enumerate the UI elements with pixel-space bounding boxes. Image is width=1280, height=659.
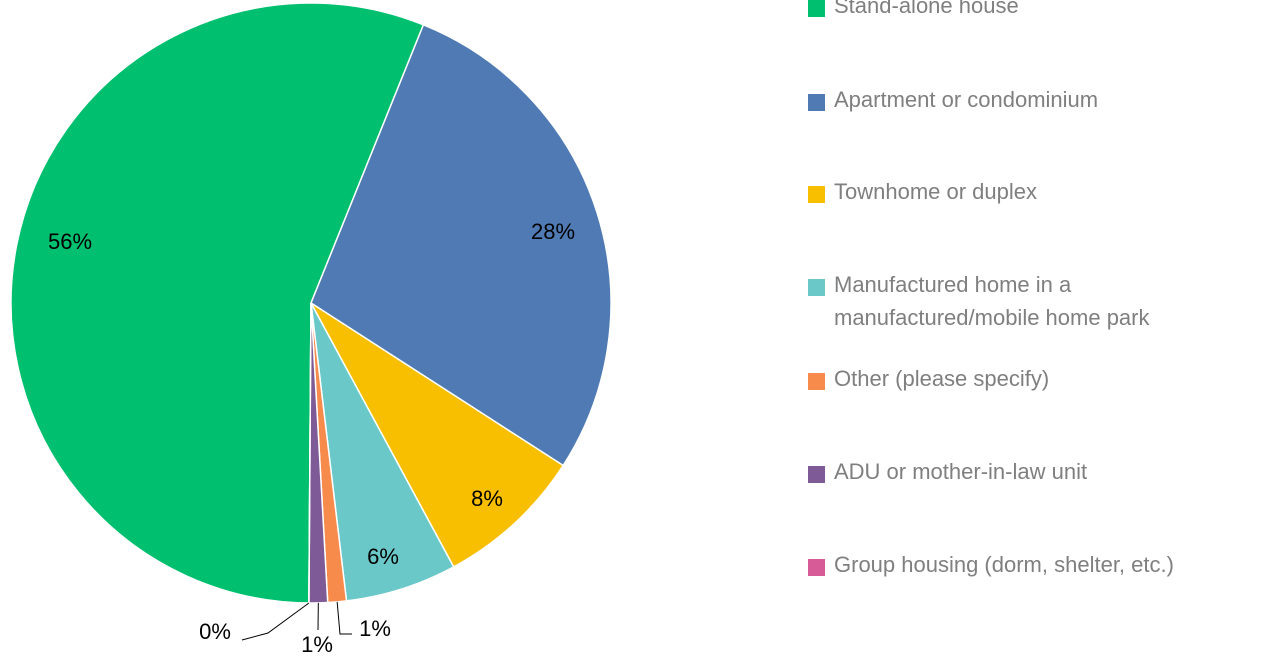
- data-label: 0%: [199, 619, 231, 644]
- leader-line: [336, 601, 352, 635]
- legend-label: Group housing (dorm, shelter, etc.): [834, 552, 1174, 577]
- legend-swatch: [808, 373, 825, 390]
- data-label: 6%: [367, 544, 399, 569]
- legend-label: Townhome or duplex: [834, 179, 1038, 204]
- legend-item: Other (please specify): [808, 366, 1274, 395]
- legend-swatch: [808, 279, 825, 296]
- legend-item: Apartment or condominium: [808, 87, 1274, 116]
- legend-label: ADU or mother-in-law unit: [834, 459, 1088, 484]
- data-label: 28%: [531, 219, 575, 244]
- legend-swatch: [808, 559, 825, 576]
- legend-label: Apartment or condominium: [834, 87, 1099, 112]
- legend-swatch: [808, 186, 825, 203]
- pie-slice: [10, 2, 425, 604]
- leader-line: [241, 602, 310, 641]
- data-label: 1%: [301, 632, 333, 657]
- legend-item: Townhome or duplex: [808, 179, 1274, 208]
- data-label: 56%: [48, 229, 92, 254]
- legend-label: Other (please specify): [834, 366, 1050, 391]
- legend-swatch: [808, 94, 825, 111]
- legend-label: Manufactured home in a manufactured/mobi…: [834, 272, 1150, 330]
- pie-slice: [310, 23, 612, 467]
- legend-item: Group housing (dorm, shelter, etc.): [808, 552, 1274, 581]
- legend-item: Stand-alone house: [808, 0, 1274, 22]
- legend-swatch: [808, 466, 825, 483]
- pie-slice: [310, 302, 565, 568]
- data-label: 8%: [471, 486, 503, 511]
- data-label: 1%: [359, 616, 391, 641]
- legend-label: Stand-alone house: [834, 0, 1019, 18]
- legend-item: Manufactured home in a manufactured/mobi…: [808, 272, 1274, 334]
- legend-swatch: [808, 0, 825, 17]
- legend-item: ADU or mother-in-law unit: [808, 459, 1274, 488]
